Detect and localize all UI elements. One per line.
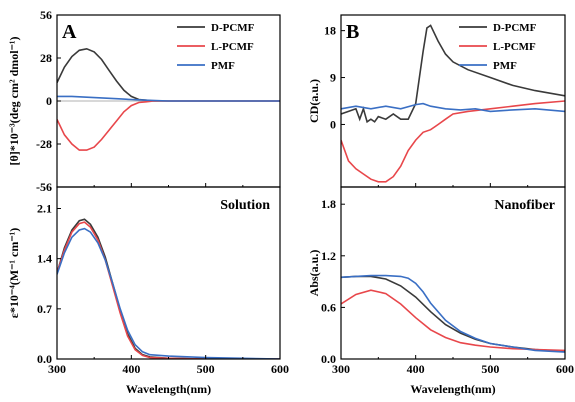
y-axis-label: Abs(a.u.) (307, 250, 321, 297)
panel-a-bottom: 300 400 500 600 0.0 0.7 1.4 2.1 ε*10⁻⁴(M⁻¹ cm⁻¹)… (7, 186, 289, 396)
x-tick-label: 300 (48, 362, 66, 376)
series-line-pmf (341, 274, 565, 353)
y-tick-label: 0.7 (37, 302, 52, 316)
y-tick-label: 1.4 (37, 252, 52, 266)
series-line-l-pcmf (57, 221, 280, 359)
x-tick-label: 400 (122, 362, 140, 376)
y-axis-label: [θ]*10⁻³(deg cm² dmol⁻¹) (7, 36, 21, 165)
y-axis-label: ε*10⁻⁴(M⁻¹ cm⁻¹) (7, 228, 21, 319)
y-tick-label: 56 (40, 8, 52, 22)
series-line-pmf (57, 227, 280, 359)
series-line-l-pcmf (341, 289, 565, 352)
series-line-pmf (341, 102, 565, 113)
y-axis-label: CD(a.u.) (307, 79, 321, 123)
y-tick-label: 0.0 (37, 352, 52, 366)
y-tick-label: 0 (46, 94, 52, 108)
panel-b-bottom: 300 400 500 600 0.0 0.6 1.2 1.8 Abs(a.u.) Wavelen… (307, 186, 574, 396)
y-tick-label: 1.8 (321, 197, 336, 211)
y-tick-label: 1.2 (321, 249, 336, 263)
legend-label-d-pcmf: D-PCMF (211, 22, 255, 34)
panel-label: B (346, 21, 359, 43)
legend-label-pmf: PMF (493, 60, 517, 72)
x-axis-label: Wavelength(nm) (410, 382, 495, 396)
panel-label: A (62, 21, 77, 43)
legend-label-d-pcmf: D-PCMF (493, 22, 537, 34)
panel-a-top: -56 -28 0 28 56 [θ]*10⁻³(deg cm² dmol⁻¹) A D-PC… (7, 8, 281, 194)
y-tick-label: 2.1 (37, 202, 52, 216)
y-tick-label: -56 (36, 180, 52, 194)
x-tick-label: 300 (332, 362, 350, 376)
panel-b-top: 0 9 18 CD(a.u.) B D-PCMF L-PCMF PMF (307, 14, 566, 188)
x-tick-label: 400 (407, 362, 425, 376)
series-line-d-pcmf (57, 47, 280, 102)
series-line-d-pcmf (341, 24, 565, 124)
legend-label-l-pcmf: L-PCMF (211, 41, 254, 53)
x-tick-label: 600 (556, 362, 574, 376)
y-tick-label: 28 (40, 51, 52, 65)
series-line-l-pcmf (341, 100, 565, 183)
y-tick-label: 0 (330, 117, 336, 131)
legend-label-l-pcmf: L-PCMF (493, 41, 536, 53)
y-tick-label: -28 (36, 137, 52, 151)
series-line-l-pcmf (57, 100, 280, 151)
y-tick-label: 18 (324, 24, 336, 38)
y-tick-label: 9 (330, 71, 336, 85)
x-axis-label: Wavelength(nm) (126, 382, 211, 396)
series-line-d-pcmf (57, 218, 280, 359)
panel-title: Nanofiber (494, 198, 555, 213)
y-tick-label: 0.6 (321, 300, 336, 314)
x-tick-label: 500 (197, 362, 215, 376)
x-tick-label: 500 (481, 362, 499, 376)
legend-label-pmf: PMF (211, 60, 235, 72)
series-line-pmf (57, 95, 280, 102)
y-tick-label: 0.0 (321, 352, 336, 366)
panel-title: Solution (220, 198, 270, 213)
x-tick-label: 600 (271, 362, 289, 376)
